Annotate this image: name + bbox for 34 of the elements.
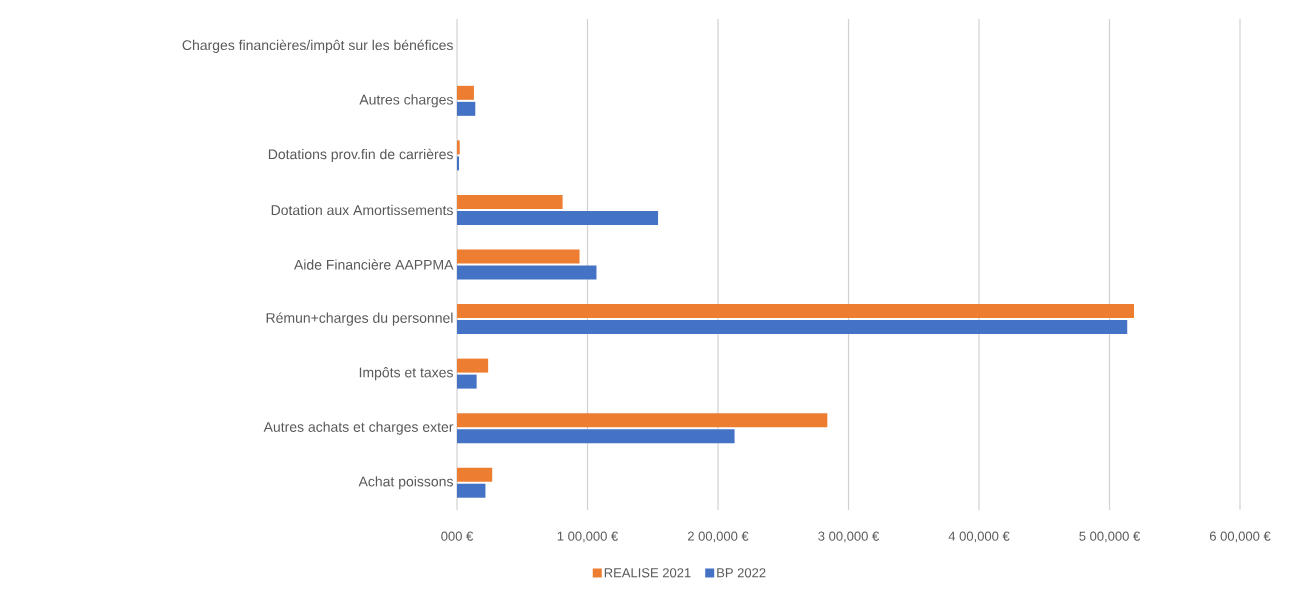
bar <box>457 358 489 373</box>
bar <box>457 101 476 116</box>
y-tick-label: Impôts et taxes <box>359 367 453 381</box>
legend-label: BP 2022 <box>717 568 766 578</box>
bar <box>457 483 486 498</box>
text: 1 00,000 € <box>557 531 619 543</box>
bar <box>457 265 597 280</box>
bar <box>457 429 735 444</box>
bar <box>457 320 1128 335</box>
text: 6 00,000 € <box>1209 531 1271 543</box>
bar <box>457 304 1134 319</box>
y-tick-label: Aide Financière AAPPMA <box>293 259 454 270</box>
y-tick-label: Dotations prov.fin de carrières <box>268 148 453 162</box>
y-tick-label: Achat poissons <box>358 476 453 490</box>
text: 000 € <box>441 531 474 541</box>
bar <box>457 249 580 264</box>
bar <box>457 194 563 209</box>
y-tick-label: Charges financières/impôt sur les bénéfices <box>182 39 453 53</box>
bar <box>457 374 477 389</box>
bar <box>457 140 460 155</box>
bar <box>457 210 659 225</box>
bar <box>457 85 474 100</box>
y-tick-label: Autres charges <box>359 94 453 108</box>
bar <box>457 467 493 482</box>
text: 5 00,000 € <box>1079 531 1141 543</box>
y-tick-label: Autres achats et charges exter <box>263 421 454 435</box>
y-tick-label: Rémun+charges du personnel <box>266 312 453 326</box>
bar <box>457 413 828 428</box>
text: 3 00,000 € <box>818 531 880 543</box>
text: 4 00,000 € <box>948 531 1010 543</box>
bar <box>457 156 460 171</box>
y-tick-label: Dotation aux Amortissements <box>271 204 453 216</box>
legend-label: REALISE 2021 <box>604 568 691 578</box>
text: 2 00,000 € <box>687 531 749 543</box>
